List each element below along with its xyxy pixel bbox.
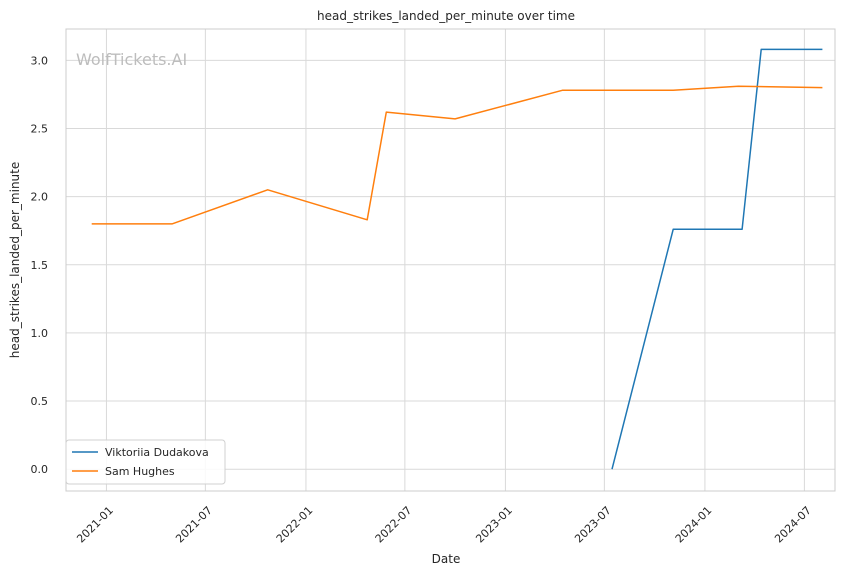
chart-title: head_strikes_landed_per_minute over time <box>317 9 575 23</box>
y-tick-label: 0.5 <box>31 395 49 408</box>
y-tick-label: 1.0 <box>31 327 49 340</box>
legend-label-viktoriia-dudakova: Viktoriia Dudakova <box>105 446 209 459</box>
y-tick-label: 2.5 <box>31 122 49 135</box>
series-line-viktoriia-dudakova <box>611 48 823 470</box>
y-tick-label: 2.0 <box>31 191 49 204</box>
legend: Viktoriia Dudakova Sam Hughes <box>65 439 226 485</box>
legend-label-sam-hughes: Sam Hughes <box>105 465 175 478</box>
x-axis-label: Date <box>432 552 461 566</box>
y-tick-label: 1.5 <box>31 259 49 272</box>
watermark-text: WolfTickets.AI <box>76 50 187 69</box>
legend-box <box>65 439 226 485</box>
plot-frame <box>65 28 836 492</box>
series-line-sam-hughes <box>91 85 823 225</box>
y-axis-label: head_strikes_landed_per_minute <box>8 162 22 359</box>
grid <box>66 29 835 491</box>
y-tick-label: 3.0 <box>31 54 49 67</box>
series-lines <box>91 48 823 470</box>
y-tick-label: 0.0 <box>31 463 49 476</box>
